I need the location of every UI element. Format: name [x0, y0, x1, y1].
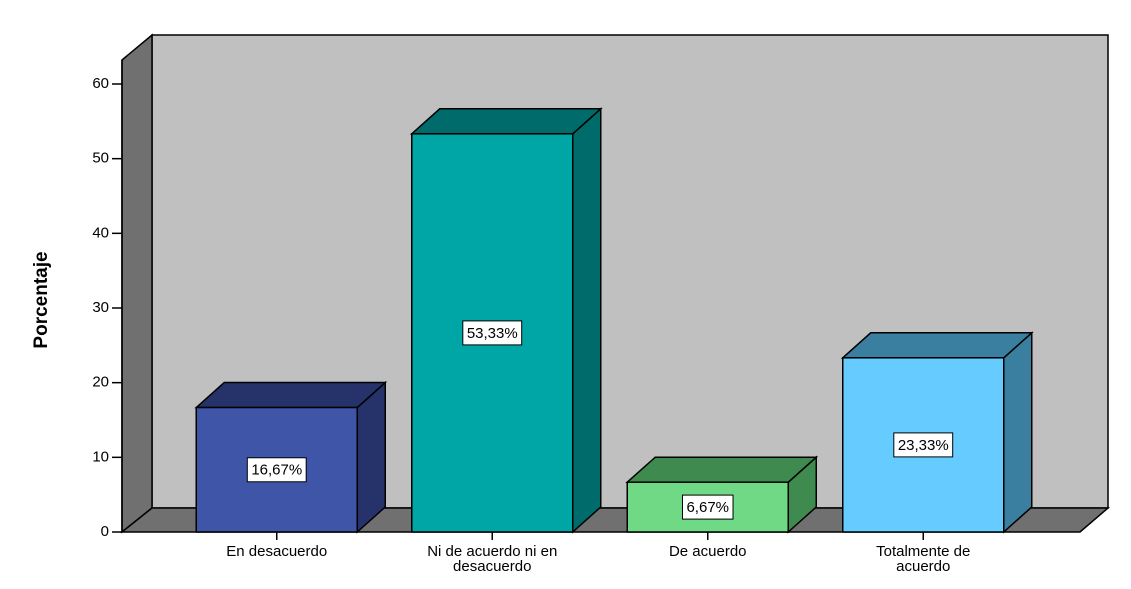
bar-side	[572, 107, 602, 534]
y-tick-label: 0	[101, 523, 109, 540]
bar-top	[625, 456, 819, 483]
y-tick-label: 60	[92, 75, 109, 92]
y-tick-label: 10	[92, 448, 109, 465]
side-wall	[121, 33, 153, 534]
value-label-box	[246, 457, 307, 483]
x-tick-label: Ni de acuerdo ni en desacuerdo	[427, 543, 558, 575]
y-tick-label: 40	[92, 224, 109, 241]
y-tick-label: 20	[92, 374, 109, 391]
value-label-box	[681, 494, 734, 520]
value-label: 23,33%	[898, 437, 949, 454]
x-tick-label: En desacuerdo	[226, 543, 328, 560]
bar-top	[409, 108, 603, 135]
x-tick-label: De acuerdo	[668, 543, 747, 560]
value-label: 16,67%	[251, 462, 302, 479]
value-label-box	[893, 432, 954, 458]
bar-side	[356, 380, 386, 534]
y-tick-label: 50	[92, 150, 109, 167]
bar-top	[840, 332, 1034, 359]
bar-top	[194, 381, 388, 409]
value-label-box	[462, 320, 523, 346]
value-label: 6,67%	[686, 499, 729, 516]
x-tick-label: Totalmente de acuerdo	[876, 543, 971, 575]
y-tick-label: 30	[92, 299, 109, 316]
y-axis-title: Porcentaje	[31, 251, 52, 348]
bar-side	[1003, 331, 1033, 534]
value-label: 53,33%	[467, 325, 518, 342]
